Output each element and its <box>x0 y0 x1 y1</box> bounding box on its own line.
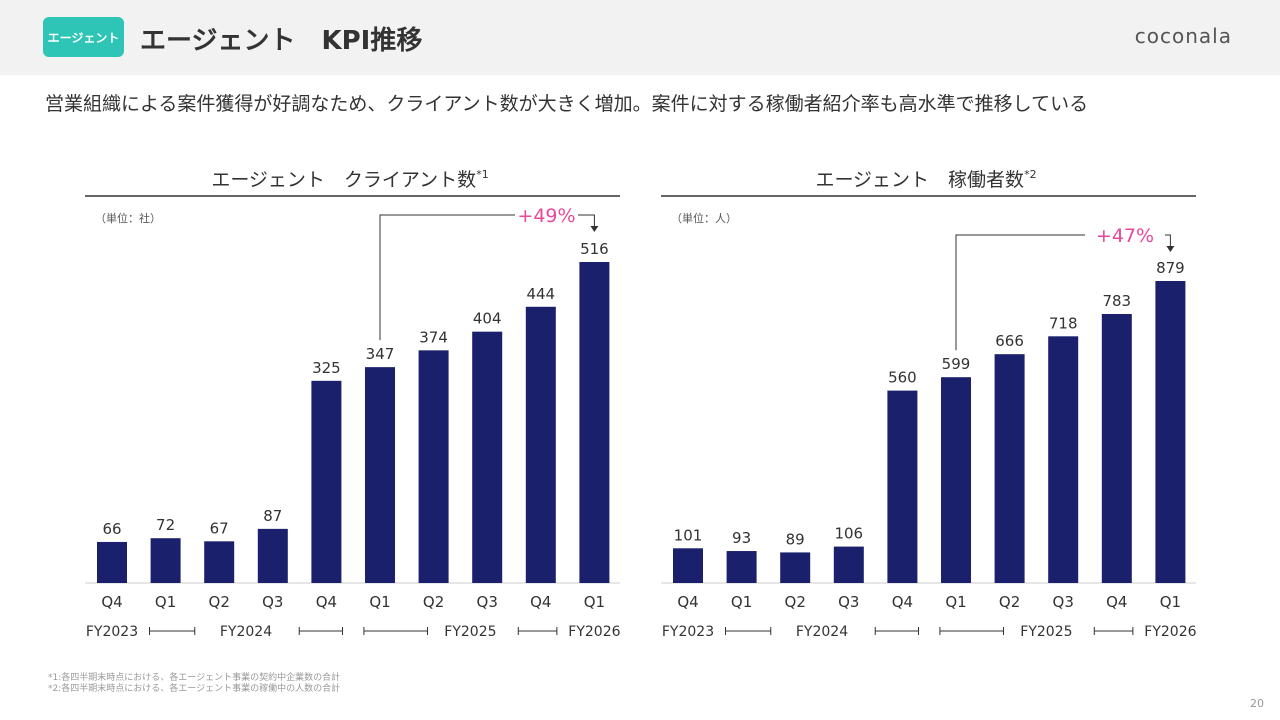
data-label-7: 718 <box>1049 314 1078 332</box>
bar-7 <box>1048 336 1079 583</box>
fy-label-2: FY2025 <box>1020 624 1072 640</box>
tick-label-7: Q3 <box>477 593 498 611</box>
fy-label-0: FY2023 <box>86 624 138 640</box>
fy-label-1: FY2024 <box>796 624 848 640</box>
bar-1 <box>150 538 181 583</box>
bar-4 <box>887 390 918 583</box>
bar-9 <box>579 262 610 583</box>
bar-9 <box>1155 281 1186 583</box>
tick-label-7: Q3 <box>1053 593 1074 611</box>
data-label-1: 93 <box>732 529 751 547</box>
data-label-0: 101 <box>674 526 703 544</box>
data-label-7: 404 <box>473 310 502 328</box>
page-number: 20 <box>1250 697 1264 710</box>
data-label-6: 666 <box>995 332 1024 350</box>
fy-label-3: FY2026 <box>1144 624 1196 640</box>
fy-label-0: FY2023 <box>662 624 714 640</box>
tick-label-1: Q1 <box>731 593 752 611</box>
tick-label-6: Q2 <box>423 593 444 611</box>
tick-label-3: Q3 <box>838 593 859 611</box>
fy-label-2: FY2025 <box>444 624 496 640</box>
data-label-2: 89 <box>786 530 805 548</box>
data-label-1: 72 <box>156 516 175 534</box>
tick-label-6: Q2 <box>999 593 1020 611</box>
growth-label: +47% <box>1096 225 1154 247</box>
tick-label-4: Q4 <box>892 593 913 611</box>
client-count-chart: エージェント クライアント数*1 （単位：社） 66 Q4 72 Q1 67 Q2 87 Q3 32… <box>85 168 621 640</box>
tick-label-1: Q1 <box>155 593 176 611</box>
footnote-2: *2:各四半期末時点における、各エージェント事業の稼働中の人数の合計 <box>48 684 341 694</box>
data-label-4: 325 <box>312 359 341 377</box>
bar-0 <box>97 541 127 583</box>
tick-label-5: Q1 <box>945 593 966 611</box>
growth-label: +49% <box>517 205 575 227</box>
data-label-8: 444 <box>526 285 555 303</box>
growth-line-start <box>955 234 1085 351</box>
tick-label-0: Q4 <box>677 593 698 611</box>
fy-label-1: FY2024 <box>220 624 272 640</box>
header: エージェント エージェント KPI推移 coconala <box>0 0 1280 75</box>
category-badge: エージェント <box>43 17 124 57</box>
tick-label-4: Q4 <box>316 593 337 611</box>
growth-line-start <box>379 214 515 341</box>
tick-label-2: Q2 <box>209 593 230 611</box>
chart-title: エージェント クライアント数*1 <box>211 168 488 191</box>
bar-7 <box>472 331 503 583</box>
fy-label-3: FY2026 <box>568 624 620 640</box>
tick-label-8: Q4 <box>1106 593 1127 611</box>
bar-3 <box>257 528 288 583</box>
bar-1 <box>726 551 757 583</box>
unit-label: （単位：社） <box>95 211 161 225</box>
tick-label-0: Q4 <box>101 593 122 611</box>
bar-5 <box>365 367 395 583</box>
bar-5 <box>941 377 971 583</box>
bar-4 <box>311 380 342 583</box>
tick-label-5: Q1 <box>369 593 390 611</box>
footnote-1: *1:各四半期末時点における、各エージェント事業の契約中企業数の合計 <box>48 673 341 683</box>
tick-label-3: Q3 <box>262 593 283 611</box>
data-label-2: 67 <box>210 519 229 537</box>
bar-0 <box>673 548 703 583</box>
data-label-3: 106 <box>834 525 863 543</box>
data-label-9: 879 <box>1156 259 1185 277</box>
tick-label-2: Q2 <box>785 593 806 611</box>
bar-2 <box>780 552 811 583</box>
data-label-4: 560 <box>888 369 917 387</box>
growth-line-end <box>578 214 595 227</box>
bar-3 <box>833 546 864 583</box>
tick-label-8: Q4 <box>530 593 551 611</box>
coconala-logo: coconala <box>1134 24 1232 48</box>
growth-arrow-icon <box>590 226 599 232</box>
data-label-9: 516 <box>580 240 609 258</box>
growth-arrow-icon <box>1166 246 1175 252</box>
tick-label-9: Q1 <box>584 593 605 611</box>
bar-8 <box>1101 313 1132 583</box>
data-label-0: 66 <box>102 520 121 538</box>
data-label-5: 347 <box>366 345 395 363</box>
bar-6 <box>994 354 1025 583</box>
unit-label: （単位：人） <box>671 211 737 225</box>
data-label-8: 783 <box>1102 292 1131 310</box>
data-label-5: 599 <box>942 355 971 373</box>
chart-title: エージェント 稼働者数*2 <box>815 168 1036 191</box>
tick-label-9: Q1 <box>1160 593 1181 611</box>
bar-6 <box>418 350 449 583</box>
data-label-6: 374 <box>419 328 448 346</box>
growth-line-end <box>1165 234 1171 247</box>
data-label-3: 87 <box>263 507 282 525</box>
bar-8 <box>525 306 556 583</box>
page-subtitle: 営業組織による案件獲得が好調なため、クライアント数が大きく増加。案件に対する稼働… <box>45 93 1089 115</box>
bar-2 <box>204 541 235 583</box>
page-title: エージェント KPI推移 <box>140 26 423 56</box>
worker-count-chart: エージェント 稼働者数*2 （単位：人） 101 Q4 93 Q1 89 Q2 106 Q3 560… <box>661 168 1197 640</box>
